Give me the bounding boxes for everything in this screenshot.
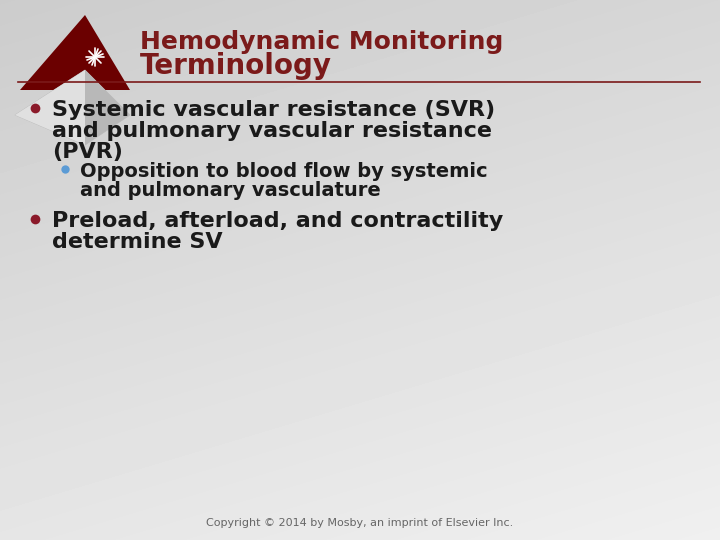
Text: Preload, afterload, and contractility: Preload, afterload, and contractility — [52, 211, 503, 231]
Polygon shape — [15, 70, 85, 145]
Text: Systemic vascular resistance (SVR): Systemic vascular resistance (SVR) — [52, 100, 495, 120]
Text: and pulmonary vasculature: and pulmonary vasculature — [80, 181, 381, 200]
Text: Hemodynamic Monitoring: Hemodynamic Monitoring — [140, 30, 503, 54]
Polygon shape — [20, 15, 130, 90]
Text: (PVR): (PVR) — [52, 142, 123, 162]
Text: Opposition to blood flow by systemic: Opposition to blood flow by systemic — [80, 162, 487, 181]
Text: determine SV: determine SV — [52, 232, 222, 252]
Text: Copyright © 2014 by Mosby, an imprint of Elsevier Inc.: Copyright © 2014 by Mosby, an imprint of… — [207, 518, 513, 528]
Polygon shape — [15, 70, 130, 145]
Polygon shape — [85, 70, 130, 145]
Text: Terminology: Terminology — [140, 52, 332, 80]
Text: and pulmonary vascular resistance: and pulmonary vascular resistance — [52, 121, 492, 141]
